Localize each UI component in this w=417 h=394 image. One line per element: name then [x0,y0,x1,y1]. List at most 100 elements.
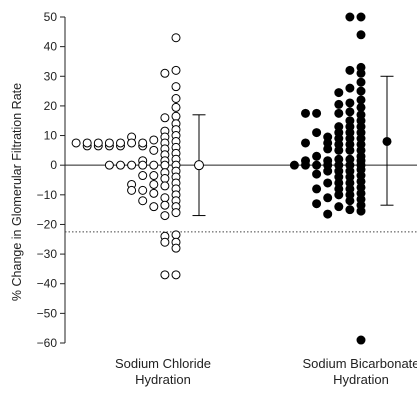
open-data-point [138,196,148,206]
filled-data-point [334,190,344,200]
y-axis: 50 40 30 20 10 0 −10 −20 −30 −40 −50 −60 [37,10,66,350]
filled-data-point [345,145,355,155]
open-data-point [171,230,181,240]
x-category-label: Hydration [333,372,389,387]
open-data-point [138,138,148,148]
filled-data-point [356,86,366,96]
filled-data-point [356,77,366,87]
filled-data-point [356,335,366,345]
open-data-point [171,33,181,43]
open-data-point [116,138,125,148]
y-tick-label: −30 [37,247,58,261]
filled-data-point [334,88,344,98]
y-tick-label: 40 [44,40,58,54]
filled-data-point [356,102,366,112]
filled-data-point [356,12,366,22]
open-data-point [149,135,159,145]
filled-data-point [334,202,344,212]
open-data-point [160,237,170,247]
filled-data-point [345,196,355,206]
filled-data-point [312,128,322,138]
y-tick-label: 30 [44,69,58,83]
open-data-point [171,65,181,75]
open-data-point [160,113,170,123]
open-data-point [93,138,103,148]
open-data-point [149,160,159,170]
filled-data-point [356,68,366,78]
mean-marker [382,136,392,146]
filled-data-point [312,108,322,118]
y-tick-label: 10 [44,129,58,143]
filled-data-point [312,160,322,170]
y-tick-label: −40 [37,277,58,291]
filled-data-point [334,108,344,118]
open-data-point [171,82,181,92]
open-data-point [138,171,148,181]
open-data-point [127,138,137,148]
filled-data-point [301,138,310,148]
filled-data-point [301,108,310,118]
open-data-point [149,171,159,181]
open-data-point [171,270,181,280]
filled-data-point [323,193,333,203]
filled-data-point [356,30,366,40]
open-data-point [149,145,159,155]
y-tick-label: 50 [44,10,58,24]
open-data-point [138,185,148,195]
open-data-point [71,138,81,148]
open-data-point [160,200,170,210]
open-data-point [127,185,137,195]
filled-data-point [312,184,322,194]
open-data-point [160,160,170,170]
filled-data-point [323,166,333,176]
open-data-point [160,68,170,78]
open-data-point [149,188,159,198]
y-tick-label: −20 [37,217,58,231]
open-data-point [127,160,137,170]
mean-marker [194,160,204,171]
y-tick-label: −10 [37,188,58,202]
open-data-point [171,102,181,112]
filled-data-point [323,209,333,219]
filled-data-point [345,65,355,75]
filled-data-point [301,160,310,170]
open-data-point [82,138,92,148]
filled-data-point [312,199,322,209]
open-data-point [160,211,170,221]
series-layer [71,12,394,345]
open-data-point [104,160,114,170]
open-data-point [138,160,148,170]
filled-data-point [289,160,299,170]
open-data-point [149,179,159,189]
x-category-label: Sodium Chloride [115,356,211,371]
x-category-label: Sodium Bicarbonate [302,356,417,371]
filled-data-point [334,145,344,155]
y-tick-label: 20 [44,99,58,113]
open-data-point [160,193,170,203]
open-data-point [160,181,170,191]
open-data-point [160,174,170,184]
open-data-point [171,243,181,253]
open-data-point [160,270,170,280]
y-tick-label: 0 [50,158,57,172]
y-axis-title: % Change in Glomerular Filtration Rate [10,83,24,301]
filled-data-point [345,205,355,215]
filled-data-point [312,169,322,179]
filled-data-point [356,95,366,105]
filled-data-point [345,12,355,22]
y-tick-label: −50 [37,306,58,320]
filled-data-point [356,206,366,216]
y-tick-label: −60 [37,336,58,350]
filled-data-point [345,107,355,117]
open-data-point [116,160,125,170]
open-data-point [104,138,114,148]
x-category-label: Hydration [135,372,191,387]
filled-data-point [323,178,333,188]
filled-data-point [312,151,322,161]
filled-data-point [345,98,355,108]
filled-data-point [345,83,355,93]
filled-data-point [334,99,344,109]
open-data-point [171,111,181,121]
